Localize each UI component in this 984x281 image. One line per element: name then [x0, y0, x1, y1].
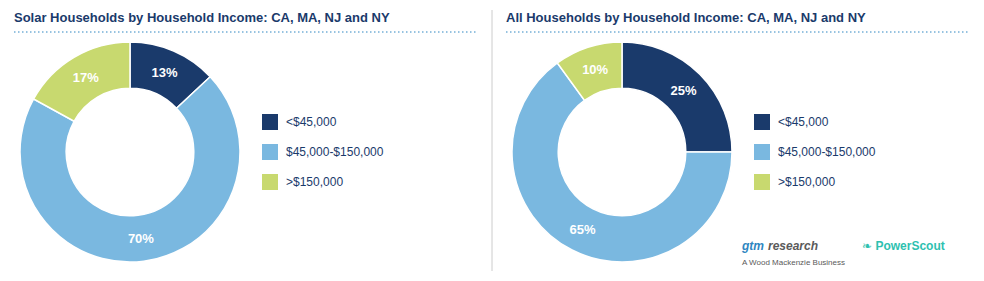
title-divider [14, 32, 478, 33]
panel: Solar Households by Household Income: CA… [14, 10, 478, 262]
legend-label: >$150,000 [778, 175, 835, 189]
slice [34, 42, 130, 121]
annotation: research [768, 239, 818, 253]
legend-swatch [754, 144, 770, 160]
annotation: A Wood Mackenzie Business [742, 258, 845, 267]
legend-swatch [262, 144, 278, 160]
title: Solar Households by Household Income: CA… [14, 10, 390, 25]
legend-label: <$45,000 [778, 115, 829, 129]
data-label: 13% [151, 65, 177, 80]
legend-swatch [262, 114, 278, 130]
legend-swatch [754, 114, 770, 130]
annotation: ❧ PowerScout [862, 239, 945, 253]
data-label: 70% [128, 231, 154, 246]
legend-swatch [754, 174, 770, 190]
legend-label: $45,000-$150,000 [286, 145, 384, 159]
legend-label: <$45,000 [286, 115, 337, 129]
slice [557, 42, 622, 100]
legend-label: >$150,000 [286, 175, 343, 189]
slice [512, 63, 732, 262]
data-label: 17% [73, 70, 99, 85]
annotation: gtm [741, 239, 764, 253]
legend-swatch [262, 174, 278, 190]
separator [492, 10, 493, 271]
title: All Households by Household Income: CA, … [506, 10, 866, 25]
slice [622, 42, 732, 152]
data-label: 25% [670, 83, 696, 98]
data-label: 10% [582, 62, 608, 77]
title-divider [506, 32, 970, 33]
data-label: 65% [570, 222, 596, 237]
chart-root: Solar Households by Household Income: CA… [0, 0, 984, 281]
panel: All Households by Household Income: CA, … [506, 10, 970, 267]
legend-label: $45,000-$150,000 [778, 145, 876, 159]
